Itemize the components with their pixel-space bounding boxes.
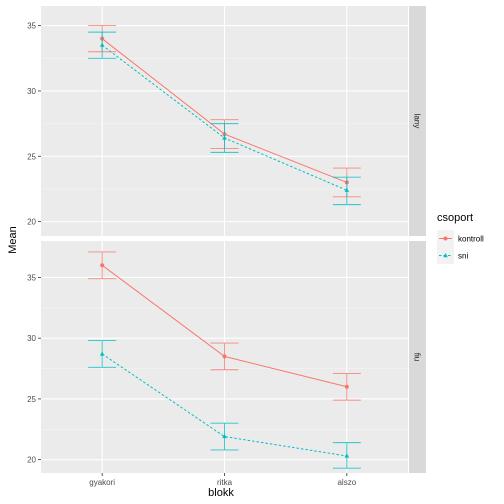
x-tick-label: alszo xyxy=(337,478,356,487)
panel-lany: 20 25 30 35 lany xyxy=(27,6,426,236)
legend-label: kontroll xyxy=(458,235,484,244)
legend-key-point xyxy=(443,236,448,241)
x-tick-label: ritka xyxy=(217,478,233,487)
y-tick-label: 30 xyxy=(27,87,36,96)
data-point xyxy=(100,263,105,268)
y-tick-label: 20 xyxy=(27,456,36,465)
y-axis-title: Mean xyxy=(7,226,19,254)
facet-strip-label: fiu xyxy=(413,353,422,361)
y-tick-label: 30 xyxy=(27,334,36,343)
panel-fiu: 20 25 30 35 fiu xyxy=(27,241,426,473)
facet-strip xyxy=(409,6,426,236)
data-point xyxy=(222,433,227,439)
y-tick-label: 25 xyxy=(27,395,36,404)
data-point xyxy=(99,351,105,356)
legend-entry-kontroll: kontroll xyxy=(437,230,484,247)
y-tick-label: 35 xyxy=(27,22,36,31)
y-tick-label: 20 xyxy=(27,218,36,227)
series-line xyxy=(101,353,347,457)
facet-strip xyxy=(409,241,426,473)
data-point xyxy=(222,354,227,359)
x-axis-title: blokk xyxy=(208,487,234,499)
data-point xyxy=(99,42,105,47)
x-axis: gyakori ritka alszo xyxy=(89,473,357,487)
legend-key-point xyxy=(443,253,448,258)
data-point xyxy=(344,187,350,192)
y-tick-label: 35 xyxy=(27,273,36,282)
legend: csoport kontroll sni xyxy=(437,212,484,264)
series-sni xyxy=(88,31,361,206)
facet-strip-label: lany xyxy=(413,114,422,129)
series-sni xyxy=(88,340,361,469)
data-point xyxy=(344,453,350,458)
legend-title: csoport xyxy=(437,212,473,224)
series-kontroll xyxy=(88,251,361,401)
x-tick-label: gyakori xyxy=(89,478,115,487)
legend-label: sni xyxy=(458,252,468,261)
data-point xyxy=(344,384,349,389)
y-tick-label: 25 xyxy=(27,152,36,161)
data-point xyxy=(222,135,227,140)
legend-entry-sni: sni xyxy=(437,247,468,264)
